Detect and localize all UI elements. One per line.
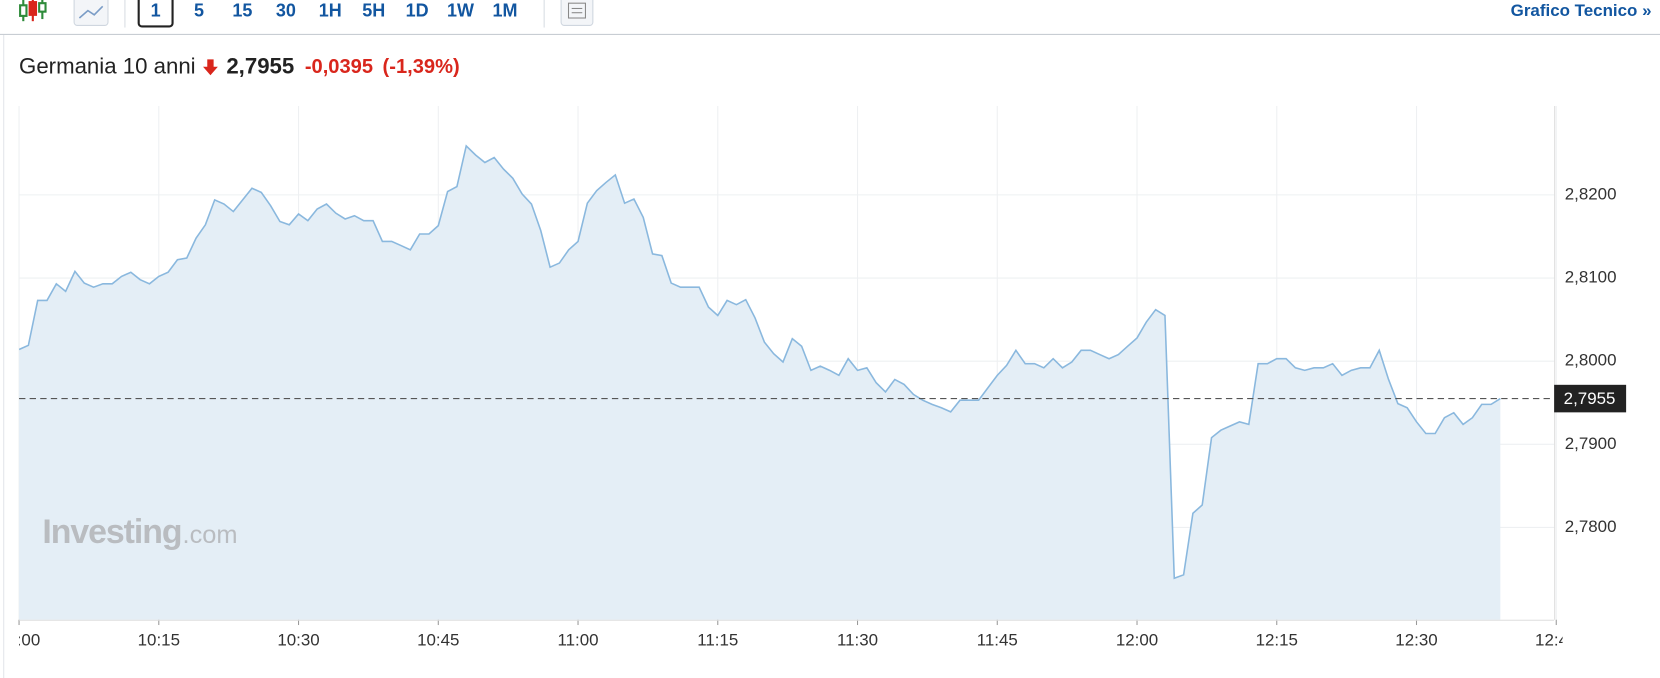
technical-chart-link[interactable]: Grafico Tecnico » bbox=[1511, 1, 1652, 20]
x-tick-label: 11:15 bbox=[697, 630, 738, 649]
interval-button[interactable]: 1W bbox=[447, 0, 474, 20]
x-tick-label: 12:30 bbox=[1395, 630, 1437, 649]
y-tick-label: 2,7900 bbox=[1565, 434, 1617, 453]
y-tick-label: 2,8000 bbox=[1565, 351, 1617, 370]
last-price-label: 2,7955 bbox=[1564, 389, 1616, 408]
interval-button[interactable]: 5 bbox=[194, 0, 204, 20]
header: Germania 10 anni 2,7955 -0,0395 (-1,39%) bbox=[19, 54, 460, 79]
change: -0,0395 bbox=[305, 56, 373, 78]
candlestick-icon[interactable] bbox=[19, 0, 47, 22]
interval-button[interactable]: 1D bbox=[406, 0, 429, 20]
x-tick-label: 11:45 bbox=[977, 630, 1018, 649]
toolbar: 1 5 15 30 1H 5H 1D 1W 1M Grafico Tecnico » bbox=[19, 0, 1652, 28]
change-percent: (-1,39%) bbox=[383, 56, 460, 78]
line bbox=[19, 144, 1501, 580]
y-tick-label: 2,7800 bbox=[1565, 517, 1617, 536]
y-tick-label: 2,8200 bbox=[1565, 184, 1617, 203]
interval-button[interactable]: 1M bbox=[492, 0, 517, 20]
x-tick-label: 10:00 bbox=[0, 630, 40, 649]
selected-interval bbox=[137, 0, 174, 28]
interval-button[interactable]: 1 bbox=[151, 0, 161, 20]
x-tick-label: 10:30 bbox=[277, 630, 319, 649]
price: 2,7955 bbox=[226, 54, 294, 79]
x-tick-label: 10:45 bbox=[417, 630, 459, 649]
area bbox=[19, 145, 1501, 620]
last-price-tag bbox=[1554, 384, 1627, 413]
line-chart-icon[interactable] bbox=[73, 0, 109, 26]
interval-button[interactable]: 30 bbox=[276, 0, 296, 20]
x-tick-label: 12:45 bbox=[1535, 630, 1577, 649]
watermark-suffix: .com bbox=[183, 521, 238, 549]
interval-button[interactable]: 1H bbox=[319, 0, 342, 20]
x-tick-label: 12:00 bbox=[1116, 630, 1158, 649]
x-tick-label: 10:15 bbox=[138, 630, 180, 649]
instrument-name: Germania 10 anni bbox=[19, 54, 196, 79]
watermark: Investing .com bbox=[42, 513, 237, 551]
x-tick-label: 11:00 bbox=[557, 630, 598, 649]
interval-button[interactable]: 15 bbox=[232, 0, 252, 20]
interval-button[interactable]: 5H bbox=[362, 0, 385, 20]
y-tick-label: 2,8100 bbox=[1565, 267, 1617, 286]
down-arrow bbox=[203, 59, 218, 76]
table-icon[interactable] bbox=[560, 0, 594, 26]
x-tick-label: 12:15 bbox=[1256, 630, 1298, 649]
watermark-brand: Investing bbox=[42, 513, 181, 551]
x-tick-label: 11:30 bbox=[837, 630, 878, 649]
